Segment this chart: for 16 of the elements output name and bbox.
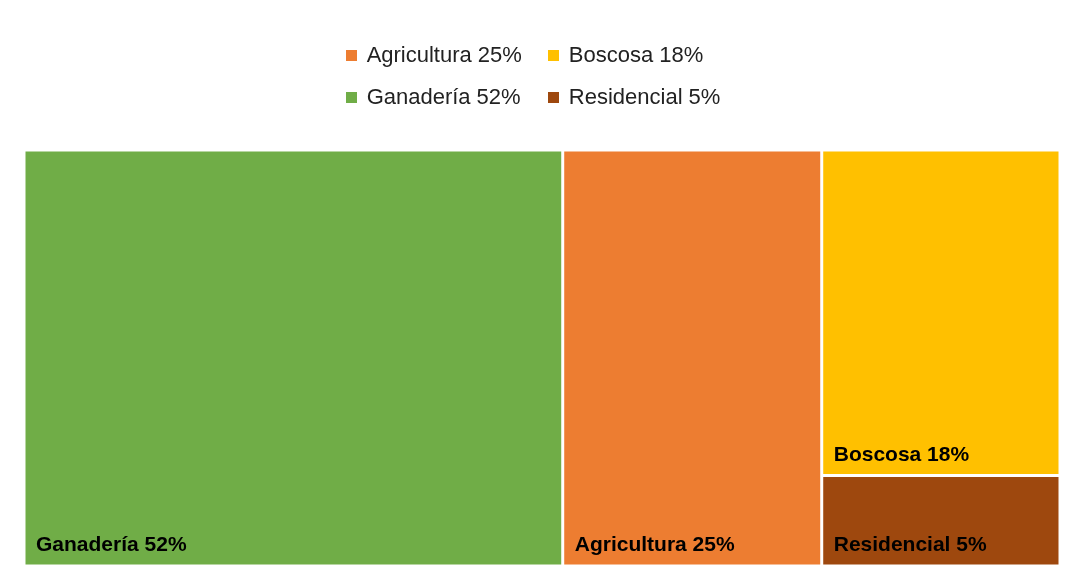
- text: 5%: [688, 84, 721, 109]
- data-label: 52%: [144, 532, 187, 555]
- data-label: 25%: [692, 532, 735, 555]
- text: 52%: [476, 84, 521, 109]
- data-label: 5%: [956, 532, 987, 555]
- category-label: Boscosa: [568, 42, 654, 67]
- text: 25%: [477, 42, 522, 67]
- category-label: Ganadería: [36, 532, 140, 555]
- category-label: Agricultura: [366, 42, 472, 67]
- category-label: Boscosa: [833, 441, 922, 465]
- text: 18%: [659, 42, 704, 67]
- data-label: 18%: [927, 441, 970, 465]
- category-label: Residencial: [568, 84, 683, 109]
- category-label: Ganadería: [366, 84, 471, 109]
- category-label: Residencial: [833, 532, 951, 555]
- category-label: Agricultura: [574, 532, 688, 555]
